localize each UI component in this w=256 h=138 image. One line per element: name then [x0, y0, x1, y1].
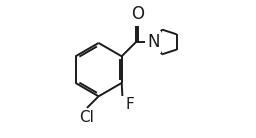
Text: F: F [126, 97, 135, 112]
Text: Cl: Cl [79, 110, 94, 125]
Text: N: N [147, 33, 159, 51]
Text: O: O [131, 5, 144, 23]
